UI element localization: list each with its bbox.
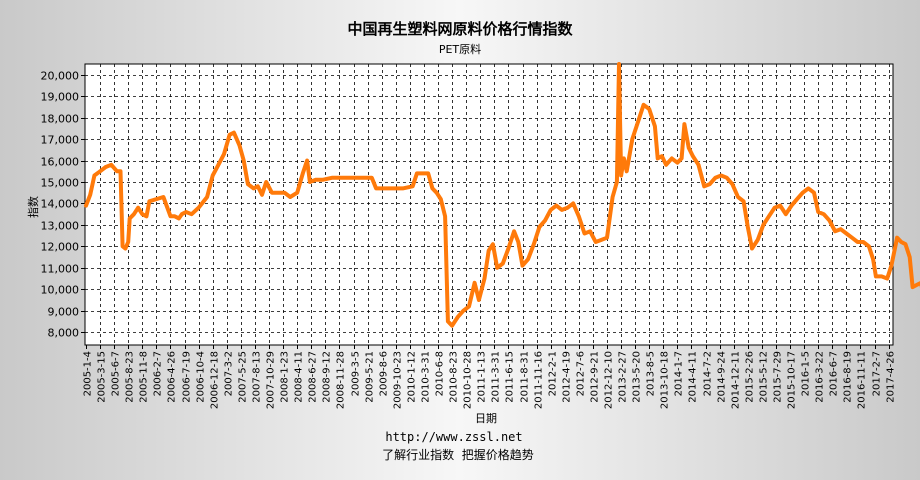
x-tick-label: 2014-7-2: [703, 351, 714, 396]
plot-background: [84, 63, 894, 346]
x-axis-label: 日期: [475, 412, 497, 425]
x-tick-label: 2016-3-22: [815, 351, 826, 403]
x-tick-label: 2015-10-17: [787, 351, 798, 409]
x-tick-label: 2017-4-26: [886, 351, 897, 403]
y-tick-label: 8,000: [48, 327, 80, 340]
x-tick-label: 2014-4-11: [688, 351, 699, 403]
y-tick-label: 14,000: [41, 198, 80, 211]
y-axis-label: 指数: [26, 196, 40, 218]
x-tick-label: 2014-12-11: [731, 351, 742, 409]
x-tick-label: 2015-7-29: [773, 351, 784, 403]
x-tick-label: 2005-11-8: [139, 351, 150, 403]
y-tick-label: 11,000: [41, 263, 80, 276]
x-tick-label: 2013-8-5: [646, 351, 657, 396]
footer-slogan: 了解行业指数 把握价格趋势: [382, 447, 534, 462]
x-tick-label: 2008-4-11: [294, 351, 305, 403]
x-tick-label: 2009-10-23: [393, 351, 404, 409]
y-axis-ticks: 8,000 9,000 10,000 11,000 12,000 13,000 14,000…: [41, 70, 85, 340]
x-tick-label: 2012-2-1: [548, 351, 559, 396]
series-layer: [84, 62, 920, 328]
x-tick-label: 2005-6-7: [111, 351, 122, 396]
x-tick-label: 2016-1-5: [801, 351, 812, 396]
x-tick-label: 2012-9-21: [590, 351, 601, 403]
x-tick-label: 2010-1-12: [407, 351, 418, 403]
x-tick-label: 2008-1-23: [280, 351, 291, 403]
x-tick-label: 2014-9-24: [717, 351, 728, 403]
x-tick-label: 2006-2-7: [153, 351, 164, 396]
plot-area: [84, 63, 894, 346]
y-tick-label: 13,000: [41, 220, 80, 233]
x-tick-label: 2005-1-4: [83, 351, 94, 396]
x-tick-label: 2016-8-19: [843, 351, 854, 403]
x-tick-label: 2011-3-31: [491, 351, 502, 403]
x-tick-label: 2011-11-16: [534, 351, 545, 409]
x-tick-label: 2010-3-31: [421, 351, 432, 403]
y-tick-label: 18,000: [41, 113, 80, 126]
y-tick-label: 12,000: [41, 241, 80, 254]
footer-url: http://www.zssl.net: [385, 430, 522, 444]
x-tick-label: 2010-6-8: [435, 351, 446, 396]
y-tick-label: 20,000: [41, 70, 80, 83]
x-tick-label: 2006-4-26: [167, 351, 178, 403]
y-tick-label: 15,000: [41, 177, 80, 190]
x-tick-label: 2014-1-7: [674, 351, 685, 396]
x-tick-label: 2012-4-19: [562, 351, 573, 403]
x-tick-label: 2016-6-7: [829, 351, 840, 396]
x-tick-label: 2007-3-2: [224, 351, 235, 396]
x-tick-label: 2015-2-26: [745, 351, 756, 403]
y-tick-label: 19,000: [41, 91, 80, 104]
y-tick-label: 9,000: [48, 306, 80, 319]
x-tick-label: 2017-2-7: [872, 351, 883, 396]
x-tick-label: 2008-11-28: [336, 351, 347, 409]
y-tick-label: 10,000: [41, 284, 80, 297]
x-tick-label: 2009-8-6: [379, 351, 390, 396]
x-tick-label: 2016-11-11: [857, 351, 868, 409]
x-tick-label: 2006-10-4: [196, 351, 207, 403]
x-tick-label: 2011-1-13: [477, 351, 488, 403]
x-axis-ticks: 2005-1-4 2005-3-15 2005-6-7 2005-8-23 2005-1…: [83, 345, 897, 409]
x-tick-label: 2006-7-19: [182, 351, 193, 403]
x-tick-label: 2015-5-12: [759, 351, 770, 403]
x-tick-label: 2012-7-6: [576, 351, 587, 396]
x-tick-label: 2013-10-18: [660, 351, 671, 409]
y-tick-label: 16,000: [41, 156, 80, 169]
chart-subtitle: PET原料: [439, 42, 481, 56]
x-tick-label: 2011-8-31: [520, 351, 531, 403]
x-tick-label: 2005-8-23: [125, 351, 136, 403]
chart-title: 中国再生塑料网原料价格行情指数: [347, 20, 573, 38]
x-tick-label: 2008-6-27: [308, 351, 319, 403]
y-tick-label: 17,000: [41, 134, 80, 147]
x-tick-label: 2007-5-25: [238, 351, 249, 403]
x-tick-label: 2011-6-15: [505, 351, 516, 403]
series-line-pet: [84, 62, 920, 328]
x-tick-label: 2009-3-5: [351, 351, 362, 396]
x-tick-label: 2013-5-20: [632, 351, 643, 403]
x-tick-label: 2007-10-29: [266, 351, 277, 409]
x-tick-label: 2013-2-27: [618, 351, 629, 403]
x-tick-label: 2010-8-23: [449, 351, 460, 403]
x-tick-label: 2012-12-10: [604, 351, 615, 409]
x-tick-label: 2007-8-13: [252, 351, 263, 403]
x-tick-label: 2008-9-12: [322, 351, 333, 403]
x-tick-label: 2006-12-18: [210, 351, 221, 409]
x-tick-label: 2009-5-21: [365, 351, 376, 403]
x-tick-label: 2010-10-28: [463, 351, 474, 409]
x-tick-label: 2005-3-15: [97, 351, 108, 403]
